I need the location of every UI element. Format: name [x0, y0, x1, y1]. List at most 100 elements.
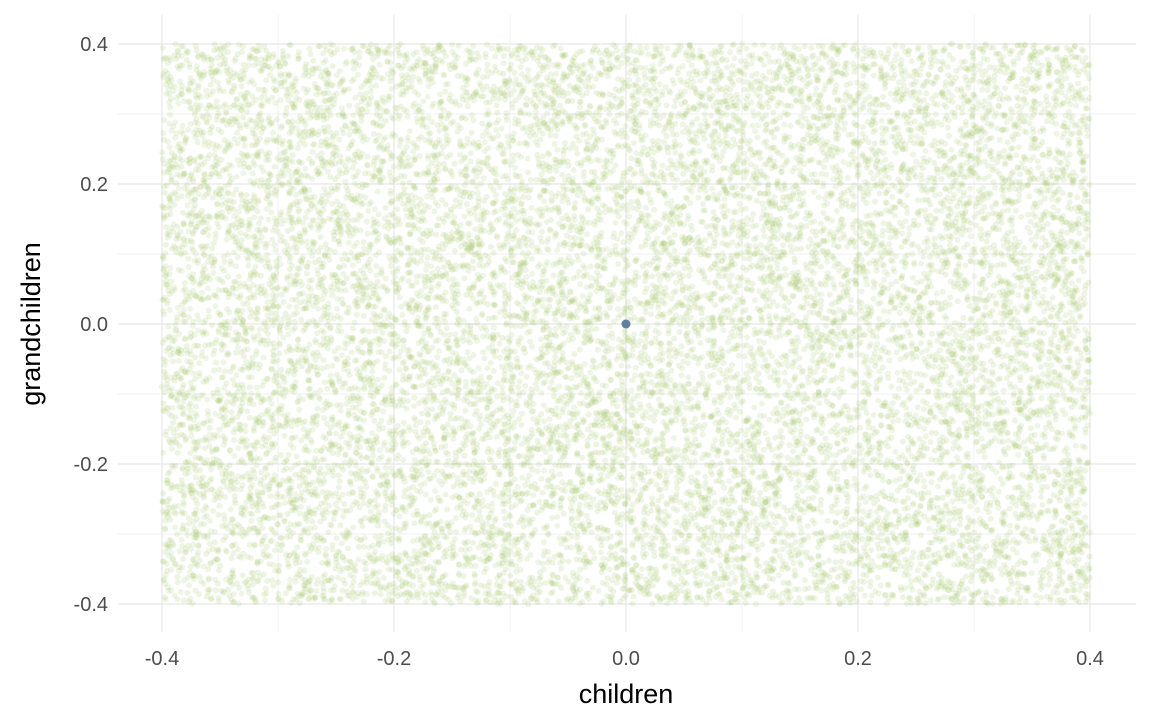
cloud-point	[160, 169, 167, 176]
cloud-point	[595, 253, 602, 260]
cloud-point	[931, 515, 938, 522]
cloud-point	[487, 552, 494, 559]
cloud-point	[851, 584, 858, 591]
cloud-point	[513, 227, 520, 234]
cloud-point	[671, 184, 678, 191]
cloud-point	[247, 270, 254, 277]
cloud-point	[772, 116, 779, 123]
cloud-point	[893, 278, 900, 285]
cloud-point	[623, 434, 630, 441]
cloud-point	[180, 577, 187, 584]
cloud-point	[320, 116, 327, 123]
cloud-point	[854, 79, 860, 86]
cloud-point	[560, 535, 567, 542]
cloud-point	[787, 514, 794, 521]
cloud-point	[893, 464, 899, 471]
cloud-point	[524, 67, 531, 73]
cloud-point	[570, 275, 577, 282]
cloud-point	[260, 354, 267, 361]
cloud-point	[194, 500, 200, 507]
cloud-point	[229, 526, 236, 533]
cloud-point	[903, 405, 910, 411]
cloud-point	[810, 505, 817, 512]
cloud-point	[302, 172, 309, 179]
cloud-point	[512, 164, 519, 171]
cloud-point	[915, 125, 921, 132]
cloud-point	[575, 421, 581, 427]
cloud-point	[710, 209, 717, 216]
cloud-point	[559, 312, 566, 319]
cloud-point	[228, 555, 235, 562]
cloud-point	[886, 174, 893, 181]
cloud-point	[538, 475, 545, 482]
cloud-point	[592, 434, 599, 441]
cloud-point	[247, 384, 253, 391]
cloud-point	[1039, 501, 1046, 508]
cloud-point	[820, 180, 827, 187]
cloud-point	[939, 288, 946, 295]
cloud-point	[289, 123, 296, 129]
cloud-point	[549, 514, 556, 521]
cloud-point	[707, 373, 714, 380]
cloud-point	[1064, 451, 1071, 458]
cloud-point	[749, 122, 756, 129]
cloud-point	[580, 419, 586, 426]
cloud-point	[684, 78, 691, 85]
cloud-point	[751, 404, 758, 411]
cloud-point	[872, 102, 879, 108]
cloud-point	[1066, 173, 1073, 180]
cloud-point	[1048, 110, 1055, 117]
cloud-point	[480, 175, 487, 182]
cloud-point	[451, 214, 458, 220]
cloud-point	[750, 211, 757, 218]
cloud-point	[1051, 514, 1058, 521]
cloud-point	[566, 299, 573, 306]
cloud-point	[450, 276, 457, 283]
cloud-point	[851, 449, 857, 456]
cloud-point	[395, 569, 402, 576]
cloud-point	[296, 257, 303, 264]
cloud-point	[170, 358, 176, 365]
cloud-point	[1072, 284, 1079, 291]
cloud-point	[467, 523, 474, 530]
cloud-point	[180, 391, 187, 398]
cloud-point	[593, 75, 600, 82]
cloud-point	[229, 222, 236, 229]
cloud-point	[245, 451, 252, 458]
cloud-point	[262, 585, 269, 592]
cloud-point	[278, 366, 285, 373]
cloud-point	[606, 566, 613, 573]
cloud-point	[714, 62, 721, 68]
cloud-point	[772, 495, 779, 502]
cloud-point	[924, 347, 931, 354]
cloud-point	[571, 581, 578, 588]
cloud-point	[257, 102, 264, 109]
cloud-point	[1075, 80, 1081, 87]
cloud-point	[283, 104, 290, 111]
cloud-point	[349, 262, 356, 269]
cloud-point	[760, 73, 766, 80]
cloud-point	[901, 505, 908, 512]
cloud-point	[936, 347, 943, 353]
cloud-point	[202, 317, 209, 324]
cloud-point	[557, 259, 564, 266]
cloud-point	[578, 220, 585, 227]
cloud-point	[959, 162, 966, 168]
cloud-point	[1005, 555, 1012, 562]
cloud-point	[791, 259, 798, 266]
cloud-point	[690, 505, 697, 512]
cloud-point	[171, 189, 178, 196]
cloud-point	[600, 466, 607, 473]
cloud-point	[197, 243, 204, 250]
cloud-point	[904, 205, 911, 211]
cloud-point	[540, 444, 547, 451]
cloud-point	[539, 560, 546, 567]
cloud-point	[528, 255, 535, 262]
cloud-point	[878, 347, 885, 354]
cloud-point	[309, 418, 316, 425]
cloud-point	[611, 509, 618, 516]
cloud-point	[786, 133, 793, 140]
cloud-point	[914, 197, 921, 204]
cloud-point	[339, 352, 346, 359]
cloud-point	[1005, 437, 1012, 444]
